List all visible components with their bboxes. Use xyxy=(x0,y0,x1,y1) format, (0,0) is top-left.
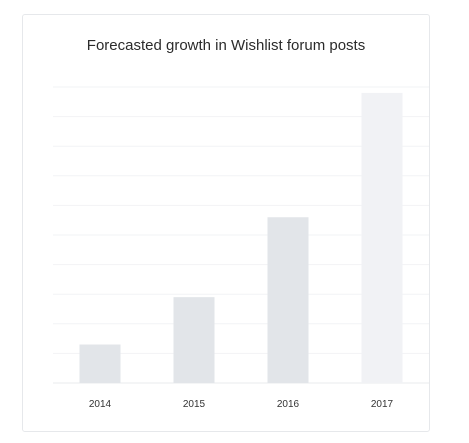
chart-card: Forecasted growth in Wishlist forum post… xyxy=(22,14,430,432)
bars xyxy=(79,92,403,384)
x-tick-label-2015: 2015 xyxy=(183,399,206,410)
bar-chart: 2014 2015 2016 2017 xyxy=(53,86,429,410)
chart-title: Forecasted growth in Wishlist forum post… xyxy=(86,37,366,54)
bar-2016 xyxy=(267,217,309,383)
x-tick-label-2016: 2016 xyxy=(277,399,300,410)
bar-2014 xyxy=(79,344,121,383)
x-tick-label-2017: 2017 xyxy=(371,399,394,410)
bar-2015 xyxy=(173,297,215,383)
bar-2017 xyxy=(361,92,403,384)
x-axis-labels: 2014 2015 2016 2017 xyxy=(89,399,394,410)
x-tick-label-2014: 2014 xyxy=(89,399,112,410)
